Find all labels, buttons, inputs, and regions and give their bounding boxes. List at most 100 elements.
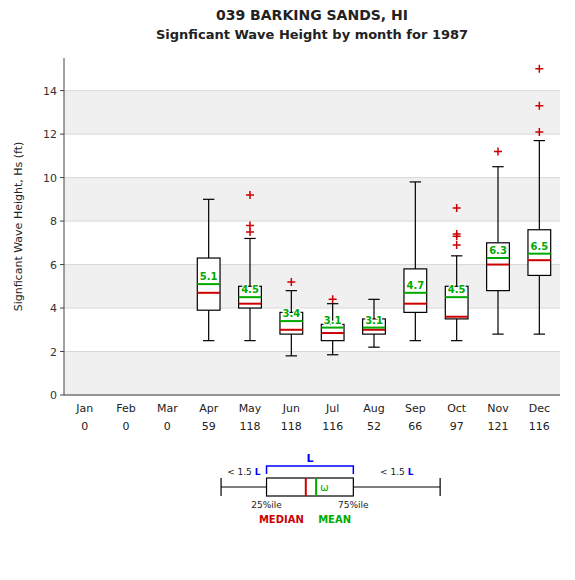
upper-cap (244, 238, 255, 239)
key-q1-label: 25%ile (251, 500, 282, 510)
upper-cap (368, 299, 379, 300)
key-mean (315, 478, 317, 496)
mean-line (404, 292, 427, 294)
mean-label: 4.5 (241, 284, 259, 295)
flier (535, 128, 543, 136)
mean-line (487, 257, 510, 259)
mean-label: 6.3 (489, 245, 507, 256)
y-tick-label: 14 (43, 85, 57, 98)
lower-cap (203, 340, 214, 341)
flier (453, 241, 461, 249)
key-mean-symbol: ω (320, 482, 328, 493)
category-label: Oct (447, 402, 467, 415)
category-label: May (239, 402, 262, 415)
key-cap (220, 478, 221, 496)
box-group (363, 299, 386, 347)
upper-whisker (415, 182, 416, 269)
y-tick-label: 12 (43, 128, 57, 141)
mean-line (239, 296, 262, 298)
upper-cap (451, 255, 462, 256)
category-label: Nov (487, 402, 509, 415)
category-label: Feb (116, 402, 135, 415)
y-tick (60, 395, 64, 396)
lower-cap (492, 334, 503, 335)
lower-whisker (373, 334, 374, 347)
key-iqr-bracket (267, 466, 354, 474)
grid-line (64, 90, 560, 91)
y-tick-label: 4 (50, 302, 57, 315)
box-group (404, 182, 427, 341)
mean-line (445, 296, 468, 298)
y-tick (60, 351, 64, 352)
grid-band (64, 178, 560, 221)
x-axis-line (64, 395, 560, 396)
lower-whisker (415, 312, 416, 340)
lower-whisker (497, 291, 498, 334)
mean-line (197, 283, 220, 285)
category-label: Jan (75, 402, 93, 415)
category-labels: Jan0Feb0Mar0Apr59May118Jun118Jul116Aug52… (75, 402, 550, 433)
box (528, 230, 551, 276)
y-tick (60, 221, 64, 222)
mean-label: 3.1 (365, 315, 383, 326)
upper-cap (286, 290, 297, 291)
boxes (197, 65, 550, 356)
flier (494, 147, 502, 155)
lower-cap (451, 340, 462, 341)
key-whisker-text: < 1.5 (380, 467, 408, 477)
lower-whisker (249, 308, 250, 341)
mean-label: 4.5 (448, 284, 466, 295)
box (321, 324, 344, 340)
box-group (321, 295, 344, 354)
mean-line (363, 327, 386, 329)
mean-label: 3.1 (324, 315, 342, 326)
mean-line (528, 253, 551, 255)
count-label: 118 (281, 420, 302, 433)
median-line (404, 303, 427, 305)
box-group (239, 191, 262, 341)
key-median (305, 478, 307, 496)
y-tick (60, 134, 64, 135)
box (404, 269, 427, 312)
key-whisker (353, 486, 440, 487)
count-label: 118 (240, 420, 261, 433)
lower-cap (327, 354, 338, 355)
y-tick (60, 90, 64, 91)
flier (246, 221, 254, 229)
key-box (267, 478, 354, 496)
key-iqr-label: L (306, 452, 313, 465)
lower-cap (286, 355, 297, 356)
y-tick-label: 0 (50, 389, 57, 402)
box (197, 258, 220, 310)
flier (453, 204, 461, 212)
box-group (445, 204, 468, 341)
upper-whisker (497, 167, 498, 243)
grid-band (64, 352, 560, 395)
y-tick (60, 264, 64, 265)
mean-label: 3.4 (282, 308, 300, 319)
lower-cap (534, 334, 545, 335)
median-line (239, 303, 262, 305)
grid-line (64, 395, 560, 396)
count-label: 0 (123, 420, 130, 433)
y-tick-label: 8 (50, 215, 57, 228)
upper-whisker (456, 256, 457, 286)
grid-line (64, 177, 560, 178)
category-label: Sep (405, 402, 426, 415)
title: 039 BARKING SANDS, HI (216, 7, 408, 23)
median-line (487, 264, 510, 266)
subtitle: Signficant Wave Height by month for 1987 (156, 27, 468, 42)
lower-whisker (456, 319, 457, 341)
y-tick-label: 6 (50, 259, 57, 272)
upper-whisker (249, 238, 250, 286)
y-tick (60, 308, 64, 309)
grid-line (64, 308, 560, 309)
count-label: 52 (367, 420, 381, 433)
lower-whisker (208, 310, 209, 340)
grid-line (64, 351, 560, 352)
mean-line (321, 327, 344, 329)
upper-cap (492, 166, 503, 167)
upper-whisker (208, 199, 209, 258)
key-whisker-iqr: L (255, 467, 261, 477)
y-tick-label: 2 (50, 346, 57, 359)
